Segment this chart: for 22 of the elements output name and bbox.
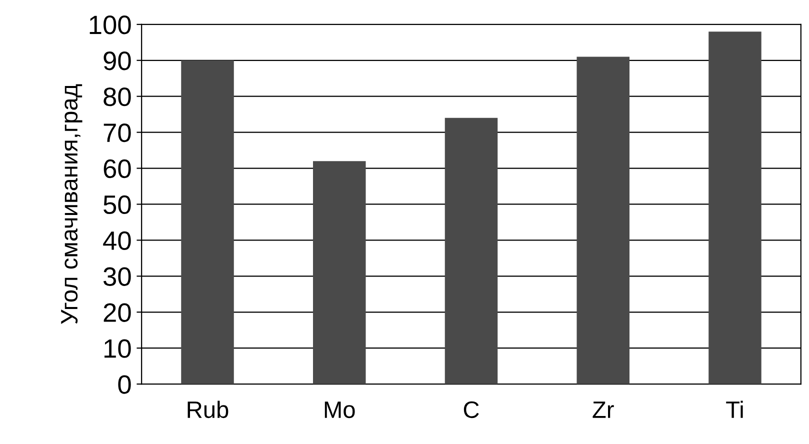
y-tick-label: 80 [104,87,131,106]
x-tick-label: C [464,401,479,418]
x-tick-label: Zr [592,402,614,418]
y-tick-label: 70 [104,123,131,142]
y-tick-label: 0 [118,375,131,394]
y-tick-label: 10 [104,339,131,358]
bar [576,56,630,384]
x-tick-label: Ti [726,400,743,418]
y-tick-label: 40 [103,231,131,250]
y-tick-label: 60 [104,159,131,178]
y-tick-label: 50 [104,195,131,214]
x-tick-label: Mo [324,402,355,418]
bar [444,118,498,384]
y-tick-label: 20 [104,303,131,322]
y-axis-title: Угол смачивания,град [61,84,82,324]
bar [708,32,762,384]
bar [181,60,234,384]
y-tick-label: 100 [90,16,131,34]
y-tick-label: 90 [104,52,131,70]
y-tick-label: 30 [104,267,131,286]
x-tick-label: Rub [188,400,228,418]
bar [313,161,366,384]
